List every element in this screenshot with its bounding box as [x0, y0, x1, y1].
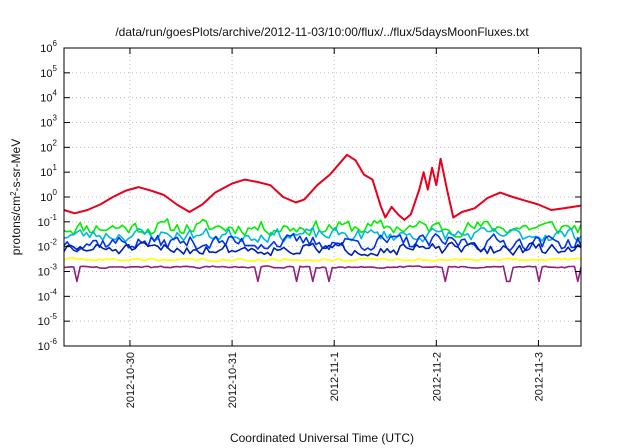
y-tick-label: 106 [40, 39, 57, 55]
y-tick-label: 10-4 [38, 287, 58, 303]
y-axis-label-sup: 2 [9, 191, 18, 196]
series-line-7 [63, 265, 582, 283]
x-tick-label: 2012-11-1 [329, 352, 341, 401]
x-axis-label: Coordinated Universal Time (UTC) [230, 431, 414, 445]
y-tick-label: 10-5 [38, 312, 58, 328]
y-tick-label: 102 [40, 138, 57, 154]
series-line-6 [63, 257, 582, 262]
y-tick-label: 104 [40, 89, 57, 105]
y-axis-label: protons/cm2-s-sr-MeV [9, 139, 23, 255]
y-tick-label: 103 [40, 114, 57, 130]
y-axis-label-post: -s-sr-MeV [9, 139, 23, 192]
x-axis: 2012-10-30 2012-10-31 2012-11-1 2012-11-2 20… [125, 48, 545, 408]
chart-title: /data/run/goesPlots/archive/2012-11-03/1… [115, 25, 529, 39]
x-tick-label: 2012-10-30 [125, 352, 137, 408]
y-tick-label: 10-6 [38, 337, 58, 353]
x-tick-label: 2012-11-2 [431, 352, 443, 401]
y-tick-label: 10-2 [38, 238, 58, 254]
series-line-1 [63, 153, 582, 221]
y-axis-label-pre: protons/cm [9, 196, 23, 255]
series-line-3 [63, 226, 582, 243]
y-tick-label: 101 [40, 163, 57, 179]
x-tick-label: 2012-11-3 [533, 352, 545, 401]
plot-frame [63, 47, 582, 347]
series-line-5 [63, 241, 582, 257]
y-axis: 10-6 10-5 10-4 10-3 10-2 10-1 100 101 102 103 104 1… [38, 39, 581, 353]
grid-lines [64, 48, 581, 346]
x-tick-label: 2012-10-31 [227, 352, 239, 408]
y-tick-label: 10-3 [38, 263, 58, 279]
y-tick-label: 105 [40, 64, 57, 80]
series-lines [63, 153, 582, 283]
y-tick-label: 100 [40, 188, 57, 204]
y-tick-label: 10-1 [38, 213, 58, 229]
